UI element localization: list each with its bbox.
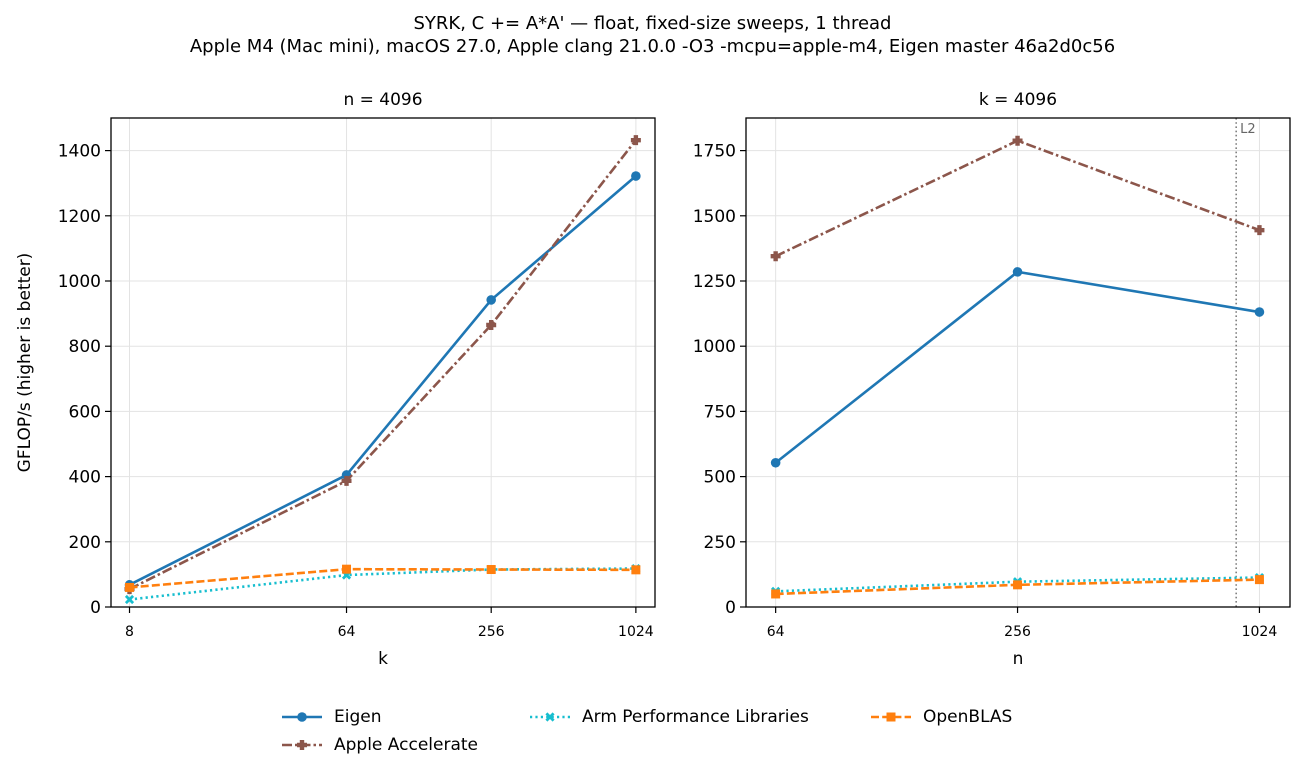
legend-swatch-arm-performance-libraries <box>530 712 570 722</box>
x-tick-label: 1024 <box>618 624 654 640</box>
y-tick-label: 0 <box>90 598 101 618</box>
panel-title: k = 4096 <box>979 90 1057 110</box>
legend-marker-arm-performance-libraries <box>545 712 555 722</box>
x-tick-label: 8 <box>125 624 134 640</box>
y-tick-label: 1750 <box>693 142 736 162</box>
x-tick-label: 64 <box>338 624 356 640</box>
legend: Eigen Apple Accelerate Arm Performance L… <box>280 702 1080 762</box>
legend-label-arm-performance-libraries: Arm Performance Libraries <box>582 707 809 727</box>
legend-swatch-apple-accelerate <box>282 740 322 750</box>
data-point-apple-accelerate <box>1012 135 1023 146</box>
series-line-eigen <box>128 175 637 586</box>
legend-label-openblas: OpenBLAS <box>923 707 1013 727</box>
data-point-eigen <box>1254 307 1265 317</box>
chart-subtitle: Apple M4 (Mac mini), macOS 27.0, Apple c… <box>189 36 1116 57</box>
figure: 0 200 400 600 800 1000 1200 1400 8 64 256 1024 n = 4… <box>15 90 1291 669</box>
legend-swatch-eigen <box>282 712 322 722</box>
data-point-openblas <box>1254 575 1264 585</box>
data-point-apple-accelerate <box>341 475 352 486</box>
data-point-eigen <box>770 457 781 468</box>
chart-title: SYRK, C += A*A' — float, fixed-size swee… <box>413 13 892 34</box>
data-point-apple-accelerate <box>630 135 641 146</box>
y-tick-label: 1250 <box>693 272 736 292</box>
x-tick-label: 1024 <box>1242 624 1278 640</box>
legend-label-eigen: Eigen <box>334 707 382 727</box>
data-point-openblas <box>631 565 641 575</box>
x-tick-label: 256 <box>1004 624 1031 640</box>
data-point-eigen <box>486 295 496 305</box>
data-point-arm-performance-libraries <box>124 594 135 605</box>
legend-label-apple-accelerate: Apple Accelerate <box>334 735 478 755</box>
chart-panel-2: L2 0 250 500 750 1000 1250 1500 1750 64 256 1024 k =… <box>693 90 1291 669</box>
legend-swatch-openblas <box>871 712 911 722</box>
y-tick-label: 1500 <box>693 207 736 227</box>
data-point-openblas <box>342 564 352 574</box>
y-tick-label: 1000 <box>58 272 101 292</box>
series-line-arm-performance-libraries <box>129 567 636 601</box>
panel-title: n = 4096 <box>343 90 422 110</box>
data-point-openblas <box>125 582 135 592</box>
legend-item-eigen: Eigen <box>280 704 382 730</box>
y-tick-label: 500 <box>704 468 736 488</box>
data-point-eigen <box>631 171 641 181</box>
data-point-openblas <box>486 565 496 575</box>
legend-marker-apple-accelerate <box>297 740 307 750</box>
x-tick-label: 256 <box>478 624 505 640</box>
data-point-openblas <box>771 589 781 599</box>
data-point-apple-accelerate <box>770 251 781 262</box>
plot-frame <box>110 117 656 608</box>
x-tick-label: 64 <box>767 624 785 640</box>
x-axis-label: n <box>1013 649 1024 669</box>
l2-label: L2 <box>1240 122 1256 137</box>
y-tick-label: 250 <box>704 533 736 553</box>
y-tick-label: 800 <box>69 337 101 357</box>
legend-item-openblas: OpenBLAS <box>869 704 1012 730</box>
legend-marker-eigen <box>297 712 307 722</box>
y-tick-label: 1400 <box>58 142 101 162</box>
legend-marker-openblas <box>886 712 896 722</box>
y-tick-label: 600 <box>69 402 101 422</box>
y-tick-label: 400 <box>69 468 101 488</box>
data-point-apple-accelerate <box>486 320 497 331</box>
legend-item-arm-performance-libraries: Arm Performance Libraries <box>528 704 809 730</box>
series-line-apple-accelerate <box>128 139 637 591</box>
y-tick-label: 200 <box>69 533 101 553</box>
y-tick-label: 750 <box>704 402 736 422</box>
data-point-eigen <box>1012 267 1023 277</box>
legend-item-apple-accelerate: Apple Accelerate <box>280 732 478 758</box>
series-line-openblas <box>129 567 636 589</box>
x-axis-label: k <box>378 649 388 669</box>
chart-panel-1: 0 200 400 600 800 1000 1200 1400 8 64 256 1024 n = 4… <box>15 90 656 669</box>
data-point-apple-accelerate <box>1254 225 1265 236</box>
y-axis-label: GFLOP/s (higher is better) <box>15 253 35 473</box>
y-tick-label: 1200 <box>58 207 101 227</box>
y-tick-label: 0 <box>725 598 736 618</box>
y-tick-label: 1000 <box>693 337 736 357</box>
data-point-openblas <box>1013 580 1023 590</box>
